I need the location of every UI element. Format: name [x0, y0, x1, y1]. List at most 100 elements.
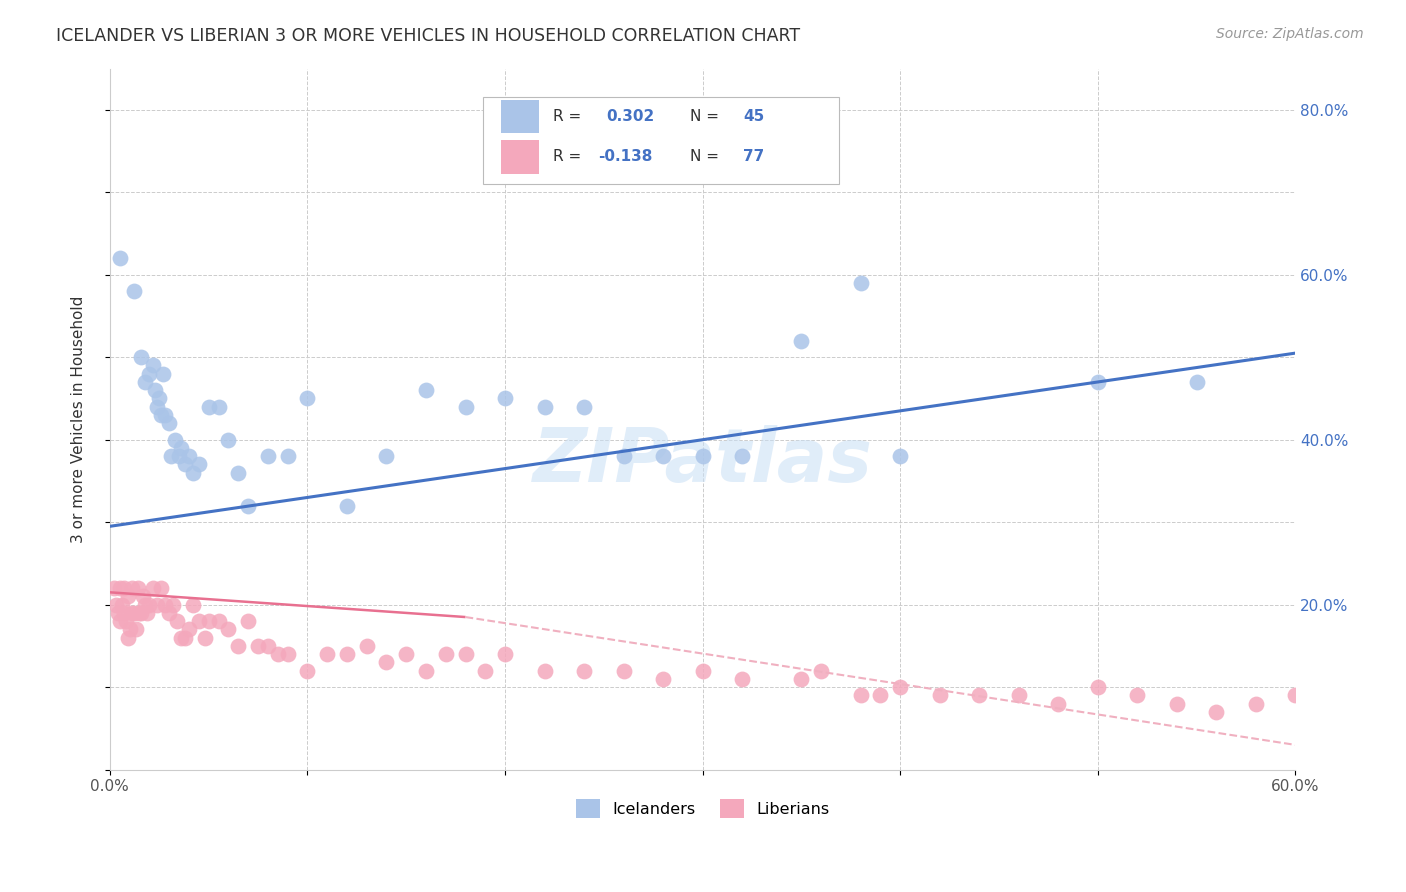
Point — [533, 400, 555, 414]
Point — [297, 392, 319, 406]
Point — [118, 623, 141, 637]
Point — [142, 359, 165, 373]
Point — [157, 606, 180, 620]
Point — [731, 672, 754, 686]
Point — [128, 606, 150, 620]
Point — [134, 375, 156, 389]
Text: N =: N = — [689, 149, 724, 164]
Point — [889, 680, 911, 694]
Point — [1205, 705, 1227, 719]
Point — [226, 466, 249, 480]
Point — [1008, 689, 1031, 703]
Point — [167, 449, 190, 463]
Text: 45: 45 — [742, 109, 765, 124]
Point — [1087, 375, 1109, 389]
Point — [143, 383, 166, 397]
Point — [187, 458, 209, 472]
Point — [1126, 689, 1149, 703]
Bar — [501, 100, 538, 134]
Point — [454, 647, 477, 661]
Point — [226, 639, 249, 653]
Point — [810, 664, 832, 678]
Point — [217, 433, 239, 447]
Point — [114, 614, 136, 628]
Point — [121, 581, 143, 595]
Point — [121, 606, 143, 620]
Point — [108, 614, 131, 628]
Point — [112, 606, 135, 620]
Point — [731, 449, 754, 463]
Point — [124, 623, 146, 637]
Point — [297, 664, 319, 678]
Point — [150, 408, 173, 422]
Point — [336, 647, 359, 661]
Point — [869, 689, 891, 703]
Point — [474, 664, 496, 678]
Point — [790, 334, 813, 348]
Point — [112, 581, 135, 595]
Point — [157, 416, 180, 430]
Point — [122, 606, 145, 620]
Point — [494, 392, 516, 406]
Point — [613, 449, 636, 463]
Point — [257, 639, 280, 653]
Point — [148, 392, 170, 406]
Point — [613, 664, 636, 678]
Point — [434, 647, 457, 661]
Point — [194, 631, 217, 645]
Point — [174, 631, 197, 645]
Point — [316, 647, 339, 661]
Point — [131, 606, 153, 620]
Point — [177, 623, 200, 637]
Point — [131, 350, 153, 364]
Point — [207, 400, 229, 414]
Point — [104, 598, 127, 612]
Point — [146, 400, 169, 414]
Point — [1047, 697, 1070, 711]
Point — [790, 672, 813, 686]
Point — [415, 664, 437, 678]
Point — [103, 581, 125, 595]
Point — [132, 590, 155, 604]
Point — [107, 606, 129, 620]
Point — [122, 284, 145, 298]
FancyBboxPatch shape — [484, 96, 839, 185]
Point — [692, 449, 714, 463]
Point — [1087, 680, 1109, 694]
Point — [138, 367, 160, 381]
Point — [238, 614, 260, 628]
Point — [692, 664, 714, 678]
Point — [969, 689, 991, 703]
Y-axis label: 3 or more Vehicles in Household: 3 or more Vehicles in Household — [72, 295, 86, 542]
Point — [494, 647, 516, 661]
Point — [153, 408, 176, 422]
Point — [572, 400, 595, 414]
Text: ZIPatlas: ZIPatlas — [533, 425, 873, 498]
Point — [849, 689, 872, 703]
Point — [652, 672, 675, 686]
Bar — [501, 140, 538, 174]
Text: ICELANDER VS LIBERIAN 3 OR MORE VEHICLES IN HOUSEHOLD CORRELATION CHART: ICELANDER VS LIBERIAN 3 OR MORE VEHICLES… — [56, 27, 800, 45]
Point — [277, 647, 299, 661]
Point — [166, 614, 188, 628]
Point — [257, 449, 280, 463]
Point — [134, 598, 156, 612]
Point — [197, 400, 219, 414]
Point — [160, 449, 183, 463]
Point — [849, 276, 872, 290]
Point — [1284, 689, 1306, 703]
Point — [395, 647, 418, 661]
Point — [889, 449, 911, 463]
Point — [1185, 375, 1208, 389]
Text: 0.302: 0.302 — [606, 109, 655, 124]
Point — [170, 631, 193, 645]
Point — [174, 458, 197, 472]
Point — [652, 449, 675, 463]
Text: R =: R = — [554, 109, 586, 124]
Point — [247, 639, 270, 653]
Point — [1166, 697, 1188, 711]
Point — [153, 598, 176, 612]
Point — [181, 598, 204, 612]
Point — [238, 499, 260, 513]
Point — [136, 606, 159, 620]
